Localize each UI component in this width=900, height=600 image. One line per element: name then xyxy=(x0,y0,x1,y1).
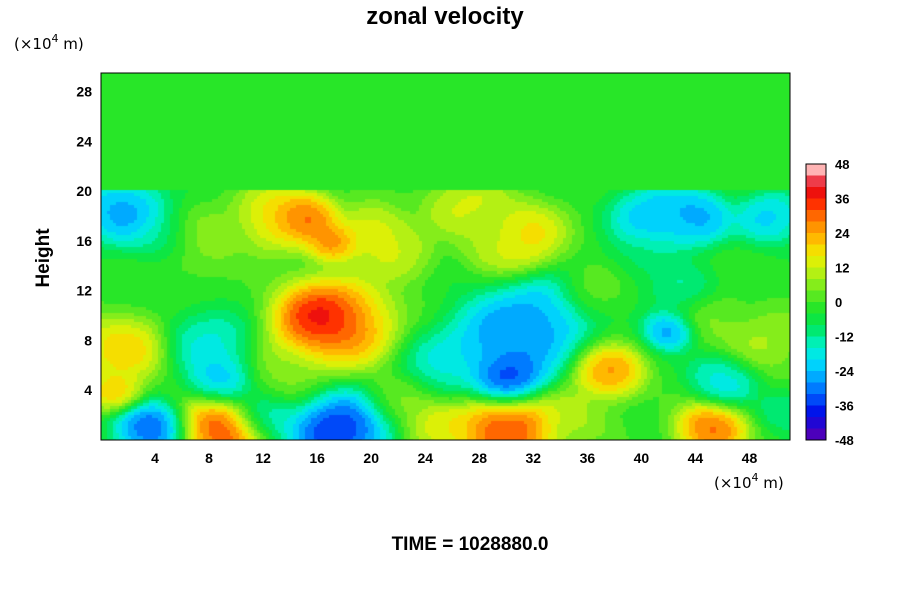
colorbar-segment xyxy=(806,348,826,360)
y-tick-label: 24 xyxy=(76,133,92,149)
colorbar-segment xyxy=(806,187,826,199)
x-tick-label: 24 xyxy=(417,450,433,466)
time-label: TIME = 1028880.0 xyxy=(392,534,549,555)
colorbar-segment xyxy=(806,233,826,245)
x-tick-label: 40 xyxy=(634,450,650,466)
y-axis-label: Height xyxy=(33,228,54,288)
x-tick-label: 28 xyxy=(471,450,487,466)
colorbar-tick-label: 48 xyxy=(835,157,849,172)
y-tick-label: 20 xyxy=(76,183,92,199)
colorbar-tick-label: 12 xyxy=(835,261,849,276)
colorbar-segment xyxy=(806,405,826,418)
colorbar-segment xyxy=(806,256,826,268)
colorbar-segment xyxy=(806,417,826,429)
x-tick-label: 8 xyxy=(205,450,213,466)
colorbar-tick-label: -24 xyxy=(835,364,855,379)
colorbar-segment xyxy=(806,371,826,383)
chart-title: zonal velocity xyxy=(366,3,524,30)
plot-frame xyxy=(100,72,791,441)
x-tick-label: 32 xyxy=(526,450,542,466)
colorbar-segment xyxy=(806,428,826,441)
colorbar-tick-label: -12 xyxy=(835,330,854,345)
colorbar-segment xyxy=(806,175,826,188)
x-tick-labels: 4 8 12 16 20 24 28 32 36 40 44 48 xyxy=(151,450,757,466)
colorbar-segment xyxy=(806,164,826,176)
y-unit-prefix: (×10 xyxy=(14,35,52,53)
heatmap-plot-area xyxy=(100,72,791,441)
y-tick-labels: 4 8 12 16 20 24 28 xyxy=(76,84,92,399)
x-tick-label: 36 xyxy=(580,450,596,466)
y-unit-suffix: m) xyxy=(59,35,84,53)
y-unit-exponent: 4 xyxy=(52,32,59,45)
colorbar-segment xyxy=(806,302,826,314)
y-tick-label: 12 xyxy=(76,283,92,299)
x-unit-suffix: m) xyxy=(759,474,784,492)
x-unit-exponent: 4 xyxy=(752,471,759,484)
x-tick-label: 44 xyxy=(688,450,704,466)
y-tick-label: 8 xyxy=(84,332,92,348)
colorbar-tick-label: 24 xyxy=(835,226,850,241)
colorbar-tick-label: -48 xyxy=(835,433,854,448)
colorbar: 48 36 24 12 0 -12 -24 -36 -48 xyxy=(805,157,855,448)
x-tick-label: 48 xyxy=(742,450,758,466)
colorbar-tick-label: -36 xyxy=(835,399,854,414)
colorbar-tick-label: 36 xyxy=(835,192,849,207)
colorbar-segment xyxy=(806,336,826,349)
colorbar-segment xyxy=(806,394,826,406)
y-unit-label: (×104 m) xyxy=(14,32,84,53)
x-unit-label: (×104 m) xyxy=(714,471,784,492)
colorbar-segment xyxy=(806,210,826,222)
colorbar-segment xyxy=(806,382,826,395)
colorbar-segment xyxy=(806,221,826,234)
colorbar-segment xyxy=(806,313,826,326)
colorbar-segment xyxy=(806,267,826,280)
y-tick-label: 16 xyxy=(76,233,92,249)
x-tick-label: 12 xyxy=(255,450,271,466)
colorbar-tick-label: 0 xyxy=(835,295,842,310)
colorbar-segment xyxy=(806,325,826,337)
x-unit-prefix: (×10 xyxy=(714,474,752,492)
y-tick-label: 28 xyxy=(76,84,92,100)
colorbar-segment xyxy=(806,290,826,303)
colorbar-segment xyxy=(806,244,826,257)
x-tick-label: 20 xyxy=(363,450,379,466)
colorbar-segment xyxy=(806,198,826,211)
heatmap-canvas xyxy=(101,73,790,440)
heatmap-foreign xyxy=(101,73,790,440)
colorbar-frame xyxy=(805,163,827,441)
y-tick-label: 4 xyxy=(84,382,92,398)
colorbar-segment xyxy=(806,359,826,372)
x-tick-label: 16 xyxy=(309,450,325,466)
heatmap-canvas-wrapper xyxy=(101,73,790,440)
colorbar-segment xyxy=(806,279,826,291)
x-tick-label: 4 xyxy=(151,450,159,466)
